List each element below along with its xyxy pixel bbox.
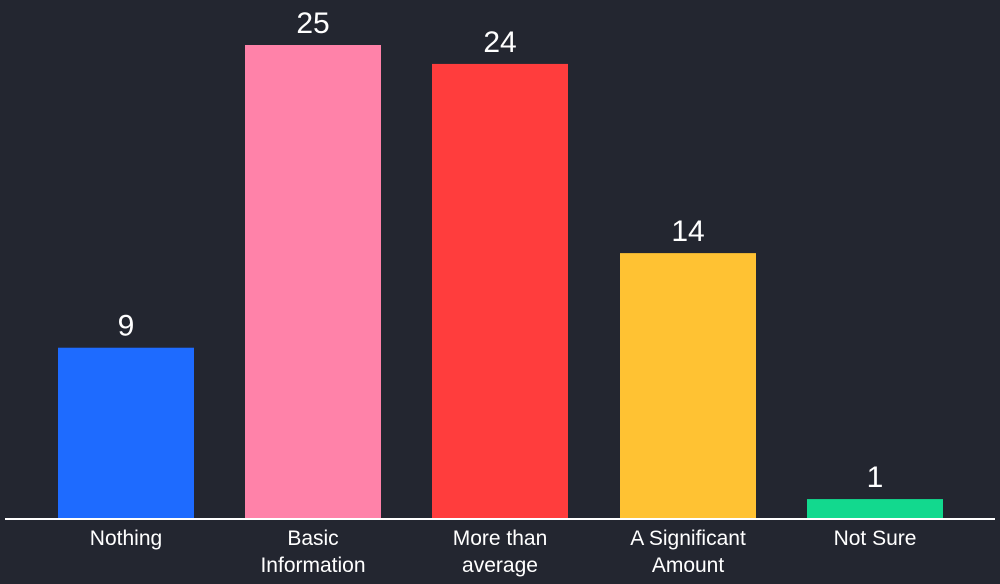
value-label-2: 25: [296, 7, 329, 40]
bars-layer: [58, 45, 943, 519]
value-label-4: 14: [671, 215, 704, 248]
bar-4: [620, 253, 756, 518]
bar-1: [58, 347, 194, 518]
value-labels-layer: 9 25 24 14 1: [118, 7, 884, 494]
category-label-5-line-1: Not Sure: [834, 527, 917, 550]
category-label-2-line-2: Information: [260, 554, 365, 577]
bar-2: [245, 45, 381, 518]
category-label-3-line-1: More than: [453, 527, 548, 550]
category-label-3-line-2: average: [462, 554, 538, 577]
bar-5: [807, 499, 943, 518]
category-labels-layer: Nothing Basic Information More than average A…: [90, 527, 917, 577]
category-label-1-line-1: Nothing: [90, 527, 162, 550]
bar-3: [432, 63, 568, 519]
category-label-4-line-1: A Significant: [630, 527, 746, 550]
value-label-5: 1: [867, 461, 884, 494]
value-label-1: 9: [118, 310, 135, 343]
value-label-3: 24: [483, 26, 516, 59]
category-label-4-line-2: Amount: [652, 554, 725, 577]
category-label-2-line-1: Basic: [287, 527, 338, 550]
